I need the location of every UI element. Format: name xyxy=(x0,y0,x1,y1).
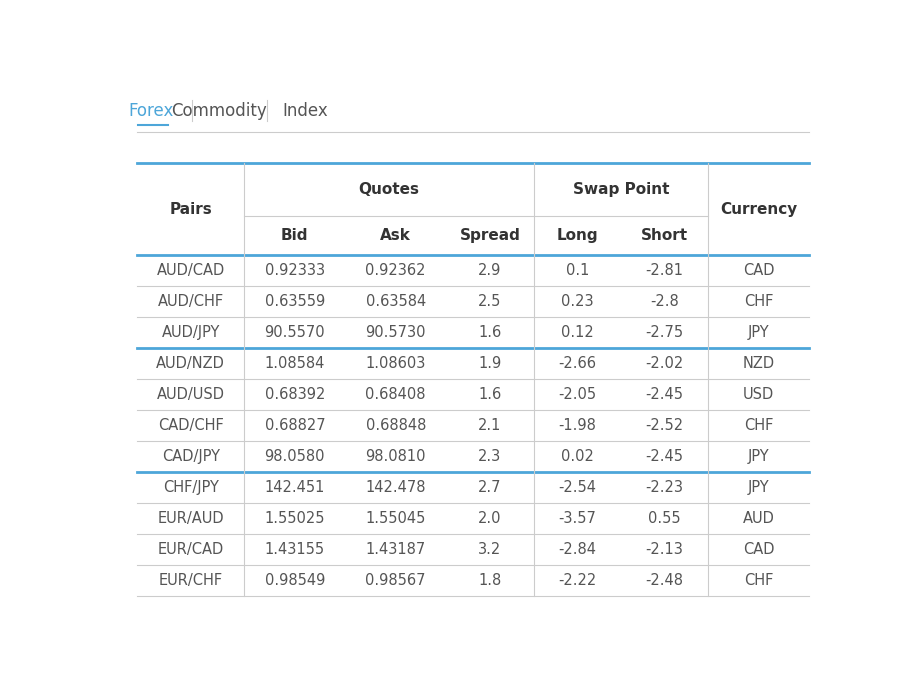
Text: CHF: CHF xyxy=(744,294,773,309)
Text: -2.48: -2.48 xyxy=(646,574,684,589)
Text: -2.66: -2.66 xyxy=(558,356,596,371)
Text: 0.1: 0.1 xyxy=(566,263,589,278)
Text: -2.22: -2.22 xyxy=(558,574,596,589)
Text: -2.84: -2.84 xyxy=(558,542,596,557)
Text: 0.63584: 0.63584 xyxy=(366,294,426,309)
Text: -2.81: -2.81 xyxy=(646,263,684,278)
Text: 0.68848: 0.68848 xyxy=(366,418,426,433)
Text: 2.9: 2.9 xyxy=(478,263,501,278)
Text: AUD/CHF: AUD/CHF xyxy=(158,294,223,309)
Text: Quotes: Quotes xyxy=(358,182,419,197)
Text: Currency: Currency xyxy=(720,202,797,217)
Text: 0.02: 0.02 xyxy=(561,449,593,464)
Text: EUR/CHF: EUR/CHF xyxy=(159,574,222,589)
Text: Long: Long xyxy=(557,228,598,243)
Text: 3.2: 3.2 xyxy=(478,542,501,557)
Text: Spread: Spread xyxy=(460,228,521,243)
Text: NZD: NZD xyxy=(743,356,775,371)
Text: -2.8: -2.8 xyxy=(651,294,679,309)
Text: -2.52: -2.52 xyxy=(645,418,684,433)
Text: Forex: Forex xyxy=(128,102,174,120)
Text: CAD: CAD xyxy=(743,542,774,557)
Text: USD: USD xyxy=(743,387,774,402)
Text: 2.0: 2.0 xyxy=(478,512,501,527)
Text: 98.0810: 98.0810 xyxy=(366,449,426,464)
Text: JPY: JPY xyxy=(748,325,770,340)
Text: -2.13: -2.13 xyxy=(646,542,684,557)
Text: Swap Point: Swap Point xyxy=(572,182,669,197)
Text: CAD: CAD xyxy=(743,263,774,278)
Text: CHF/JPY: CHF/JPY xyxy=(162,480,219,495)
Text: CHF: CHF xyxy=(744,418,773,433)
Text: Index: Index xyxy=(282,102,328,120)
Text: 0.23: 0.23 xyxy=(561,294,593,309)
Text: -2.54: -2.54 xyxy=(558,480,596,495)
Text: -2.02: -2.02 xyxy=(645,356,684,371)
Text: -3.57: -3.57 xyxy=(558,512,596,527)
Text: 0.68408: 0.68408 xyxy=(366,387,426,402)
Text: Pairs: Pairs xyxy=(169,202,212,217)
Text: 0.68392: 0.68392 xyxy=(265,387,325,402)
Text: 1.6: 1.6 xyxy=(478,325,501,340)
Text: 1.55045: 1.55045 xyxy=(366,512,426,527)
Text: -2.05: -2.05 xyxy=(558,387,596,402)
Text: 1.43187: 1.43187 xyxy=(366,542,426,557)
Text: AUD/USD: AUD/USD xyxy=(157,387,224,402)
Text: JPY: JPY xyxy=(748,480,770,495)
Text: 1.9: 1.9 xyxy=(478,356,501,371)
Text: 142.478: 142.478 xyxy=(366,480,426,495)
Text: 2.3: 2.3 xyxy=(478,449,501,464)
Text: 1.6: 1.6 xyxy=(478,387,501,402)
Text: 0.98567: 0.98567 xyxy=(366,574,426,589)
Text: 2.7: 2.7 xyxy=(478,480,501,495)
Text: 0.68827: 0.68827 xyxy=(265,418,325,433)
Text: EUR/AUD: EUR/AUD xyxy=(157,512,224,527)
Text: Short: Short xyxy=(641,228,689,243)
Text: 2.5: 2.5 xyxy=(478,294,501,309)
Text: 0.92333: 0.92333 xyxy=(265,263,325,278)
Text: 90.5730: 90.5730 xyxy=(366,325,426,340)
Text: AUD: AUD xyxy=(743,512,774,527)
Text: CHF: CHF xyxy=(744,574,773,589)
Text: 90.5570: 90.5570 xyxy=(265,325,325,340)
Text: AUD/NZD: AUD/NZD xyxy=(156,356,225,371)
Text: Bid: Bid xyxy=(282,228,308,243)
Text: 1.08603: 1.08603 xyxy=(366,356,426,371)
Text: 0.12: 0.12 xyxy=(561,325,593,340)
Text: CAD/CHF: CAD/CHF xyxy=(158,418,223,433)
Text: 1.8: 1.8 xyxy=(478,574,501,589)
Text: Ask: Ask xyxy=(380,228,411,243)
Text: 98.0580: 98.0580 xyxy=(265,449,325,464)
Text: -2.75: -2.75 xyxy=(645,325,684,340)
Text: 142.451: 142.451 xyxy=(265,480,325,495)
Text: 1.08584: 1.08584 xyxy=(265,356,325,371)
Text: 0.92362: 0.92362 xyxy=(366,263,426,278)
Text: 1.55025: 1.55025 xyxy=(265,512,325,527)
Text: 0.55: 0.55 xyxy=(648,512,681,527)
Text: 0.63559: 0.63559 xyxy=(265,294,325,309)
Text: -1.98: -1.98 xyxy=(558,418,596,433)
Text: AUD/CAD: AUD/CAD xyxy=(157,263,225,278)
Text: EUR/CAD: EUR/CAD xyxy=(158,542,223,557)
Text: CAD/JPY: CAD/JPY xyxy=(162,449,220,464)
Text: Commodity: Commodity xyxy=(172,102,267,120)
Text: 0.98549: 0.98549 xyxy=(265,574,325,589)
Text: 2.1: 2.1 xyxy=(478,418,501,433)
Text: JPY: JPY xyxy=(748,449,770,464)
Text: -2.45: -2.45 xyxy=(646,449,684,464)
Text: AUD/JPY: AUD/JPY xyxy=(162,325,220,340)
Text: -2.45: -2.45 xyxy=(646,387,684,402)
Text: 1.43155: 1.43155 xyxy=(265,542,325,557)
Text: -2.23: -2.23 xyxy=(646,480,684,495)
